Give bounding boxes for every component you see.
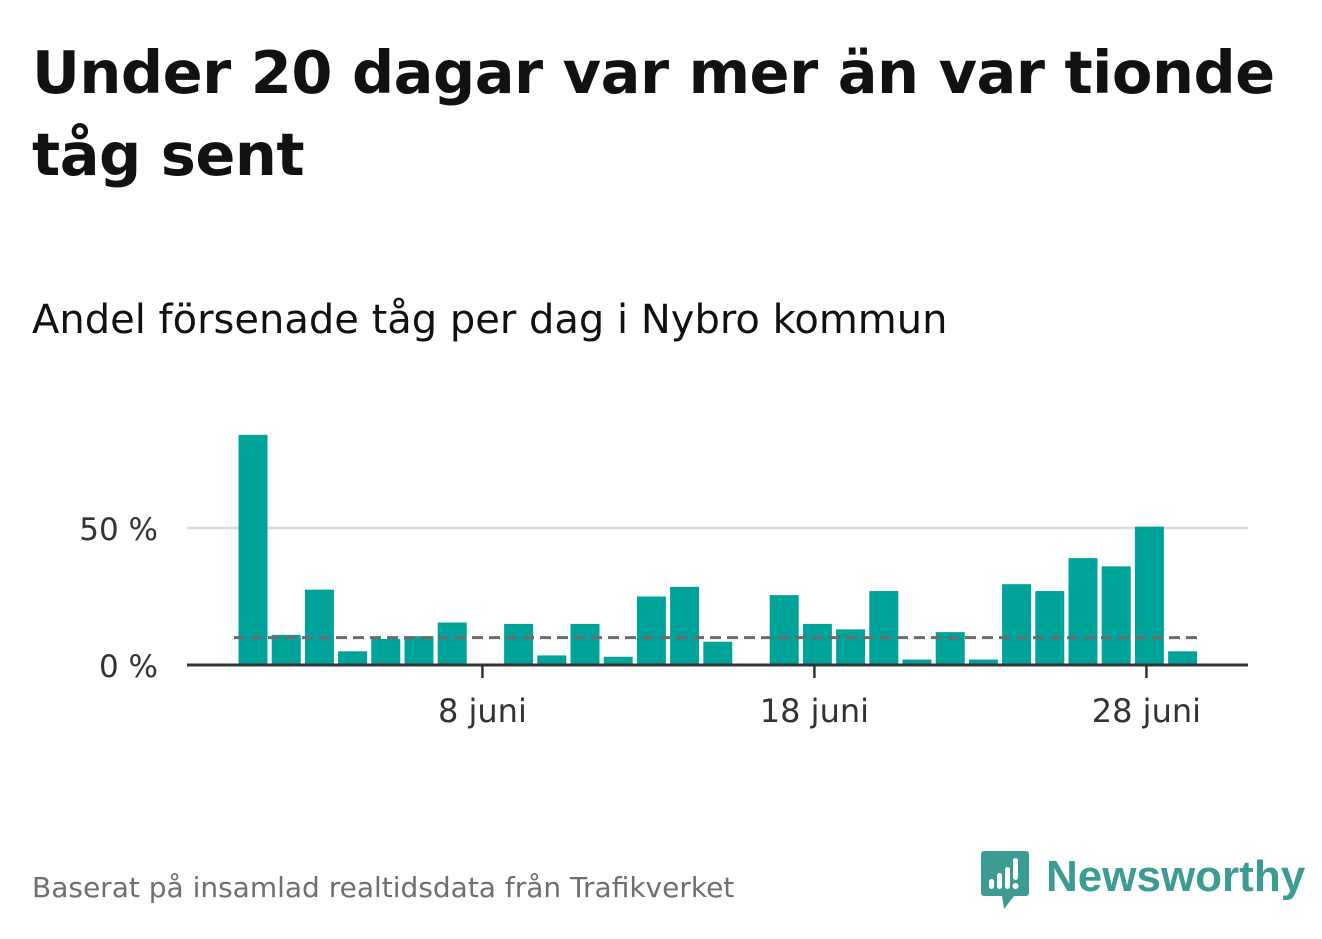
y-tick-label: 0 % bbox=[99, 649, 158, 685]
bar bbox=[404, 636, 434, 665]
bar bbox=[802, 623, 832, 665]
bar bbox=[238, 434, 268, 665]
bar bbox=[304, 589, 334, 665]
bar bbox=[836, 629, 866, 665]
bar bbox=[504, 623, 534, 665]
bars bbox=[238, 434, 1198, 665]
bar bbox=[1002, 584, 1032, 665]
axes bbox=[187, 663, 1248, 678]
bar bbox=[371, 638, 401, 665]
newsworthy-logo-icon bbox=[981, 851, 1029, 909]
bar bbox=[636, 596, 666, 665]
bar bbox=[570, 623, 600, 665]
bar bbox=[1101, 566, 1131, 665]
bar bbox=[437, 622, 467, 665]
bar bbox=[603, 656, 633, 665]
x-tick-label: 28 juni bbox=[1092, 692, 1201, 730]
bar bbox=[769, 595, 799, 665]
tick-labels: 0 % 50 % 8 juni 18 juni 28 juni bbox=[79, 512, 1201, 730]
brand-name: Newsworthy bbox=[1046, 852, 1306, 901]
bar bbox=[338, 651, 368, 665]
bar bbox=[1068, 558, 1098, 665]
bar bbox=[902, 659, 932, 665]
chart-subtitle: Andel försenade tåg per dag i Nybro komm… bbox=[32, 297, 948, 343]
y-tick-label: 50 % bbox=[79, 512, 158, 548]
x-tick-label: 8 juni bbox=[438, 692, 527, 730]
bar bbox=[271, 634, 301, 665]
bar-chart: 0 % 50 % 8 juni 18 juni 28 juni bbox=[79, 434, 1248, 730]
bar bbox=[670, 586, 700, 665]
bar bbox=[1168, 651, 1198, 665]
bar bbox=[1134, 526, 1164, 665]
bar bbox=[1035, 591, 1065, 665]
brand-logo: Newsworthy bbox=[980, 848, 1305, 912]
source-note: Baserat på insamlad realtidsdata från Tr… bbox=[32, 871, 735, 904]
bar bbox=[703, 641, 733, 665]
x-tick-label: 18 juni bbox=[760, 692, 869, 730]
chart-title: Under 20 dagar var mer än var tionde tåg… bbox=[32, 38, 1275, 189]
bar bbox=[537, 655, 567, 665]
bar bbox=[968, 659, 998, 665]
bar bbox=[869, 591, 899, 665]
